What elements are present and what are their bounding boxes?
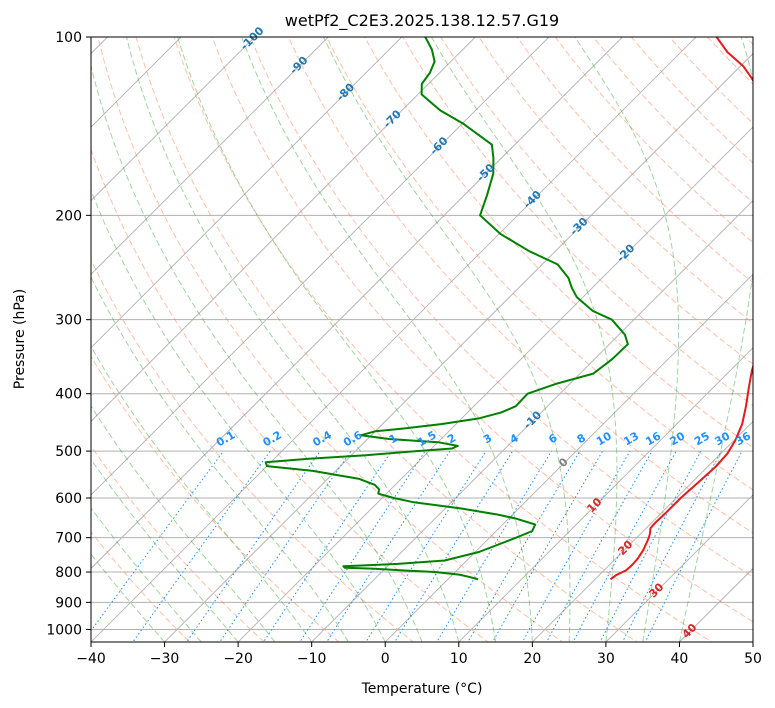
x-tick-label: 50: [744, 651, 762, 667]
moist-adiabats: [91, 37, 753, 642]
dry-adiabat: [249, 37, 753, 578]
y-tick-label: 200: [55, 208, 82, 224]
dry-adiabat: [91, 355, 340, 642]
moist-adiabat: [430, 37, 618, 642]
mixing-ratio-line: [365, 450, 487, 642]
dry-adiabats: [91, 37, 753, 642]
dry-adiabat: [287, 37, 753, 534]
y-axis-ticks: 100 200 300 400 500 600 700 800 900 1000: [46, 30, 91, 638]
isotherm-line: [91, 37, 476, 422]
plot-area: [91, 37, 753, 642]
sounding-series: [264, 37, 753, 581]
x-tick-label: 40: [671, 651, 689, 667]
isotherm-line: [458, 347, 753, 642]
moist-adiabat: [574, 37, 680, 642]
x-tick-label: −10: [297, 651, 327, 667]
y-axis-title: Pressure (hPa): [12, 289, 28, 389]
isotherm-line: [384, 273, 753, 642]
y-tick-label: 700: [55, 531, 82, 547]
isotherm-line: [91, 37, 624, 570]
isotherm-line: [237, 126, 753, 642]
dry-adiabat: [91, 258, 415, 642]
x-axis-title: Temperature (°C): [361, 681, 483, 697]
isotherm-line: [91, 37, 182, 128]
isotherm-line: [91, 37, 403, 349]
dry-adiabat: [91, 445, 265, 642]
dry-adiabat: [516, 37, 753, 284]
x-tick-label: −30: [150, 651, 180, 667]
moist-adiabat: [177, 37, 497, 642]
y-tick-label: 400: [55, 387, 82, 403]
dry-adiabat: [402, 37, 753, 407]
dewpoint-line: [264, 37, 629, 581]
mixing-ratio-line: [436, 450, 552, 642]
moist-adiabat: [91, 188, 386, 642]
chart-title: wetPf2_C2E3.2025.138.12.57.G19: [285, 11, 559, 31]
mixing-ratio-lines: [91, 450, 743, 642]
dry-adiabat: [440, 37, 753, 365]
dry-adiabat: [173, 37, 713, 642]
mixing-ratio-line: [394, 450, 514, 642]
isotherm-line: [91, 37, 550, 496]
moist-adiabat: [91, 405, 276, 642]
dry-adiabat: [91, 148, 489, 642]
dry-adiabat: [97, 37, 564, 642]
x-tick-label: 20: [523, 651, 541, 667]
dry-adiabat: [325, 37, 753, 491]
isotherm-line: [531, 420, 753, 642]
isotherm-line: [91, 37, 697, 642]
moist-adiabat: [91, 64, 423, 642]
mixing-ratio-line: [572, 450, 677, 642]
moist-adiabat: [678, 37, 753, 642]
dry-adiabat: [478, 37, 753, 324]
mixing-ratio-line: [262, 450, 392, 642]
x-tick-label: 30: [597, 651, 615, 667]
isotherm-line: [163, 52, 753, 642]
moist-adiabat: [126, 37, 460, 642]
y-tick-label: 500: [55, 444, 82, 460]
moist-adiabat: [91, 345, 313, 642]
y-tick-label: 300: [55, 313, 82, 329]
skewed-isotherms: [91, 37, 753, 642]
y-tick-label: 800: [55, 565, 82, 581]
mixing-ratio-line: [132, 450, 271, 642]
moist-adiabat: [91, 458, 239, 642]
moist-adiabat: [91, 507, 202, 642]
mixing-ratio-line: [546, 450, 653, 642]
moist-adiabat: [91, 553, 165, 642]
temperature-line: [609, 37, 753, 581]
pressure-gridlines: [91, 37, 753, 630]
dry-adiabat: [135, 37, 639, 642]
moist-adiabat: [91, 275, 349, 642]
y-tick-label: 1000: [46, 622, 82, 638]
mixing-ratio-line: [299, 450, 426, 642]
y-tick-label: 100: [55, 30, 82, 46]
mixing-ratio-line: [219, 450, 352, 642]
x-axis-ticks: −40 −30 −20 −10 0 10 20 30 40 50: [76, 642, 762, 667]
dry-adiabat: [211, 37, 753, 623]
y-tick-label: 900: [55, 595, 82, 611]
mixing-ratio-line: [467, 450, 581, 642]
x-tick-label: −20: [223, 651, 253, 667]
mixing-ratio-line: [492, 450, 604, 642]
mixing-ratio-line: [326, 450, 451, 642]
x-tick-label: 0: [381, 651, 390, 667]
isotherm-line: [91, 37, 329, 275]
plot-frame: [90, 36, 754, 643]
isotherm-line: [91, 37, 256, 202]
x-tick-label: 10: [450, 651, 468, 667]
moist-adiabat: [241, 37, 533, 642]
isotherm-line: [605, 494, 753, 642]
mixing-ratio-line: [599, 450, 702, 642]
x-tick-label: −40: [76, 651, 106, 667]
moist-adiabat: [323, 37, 571, 642]
y-tick-label: 600: [55, 491, 82, 507]
